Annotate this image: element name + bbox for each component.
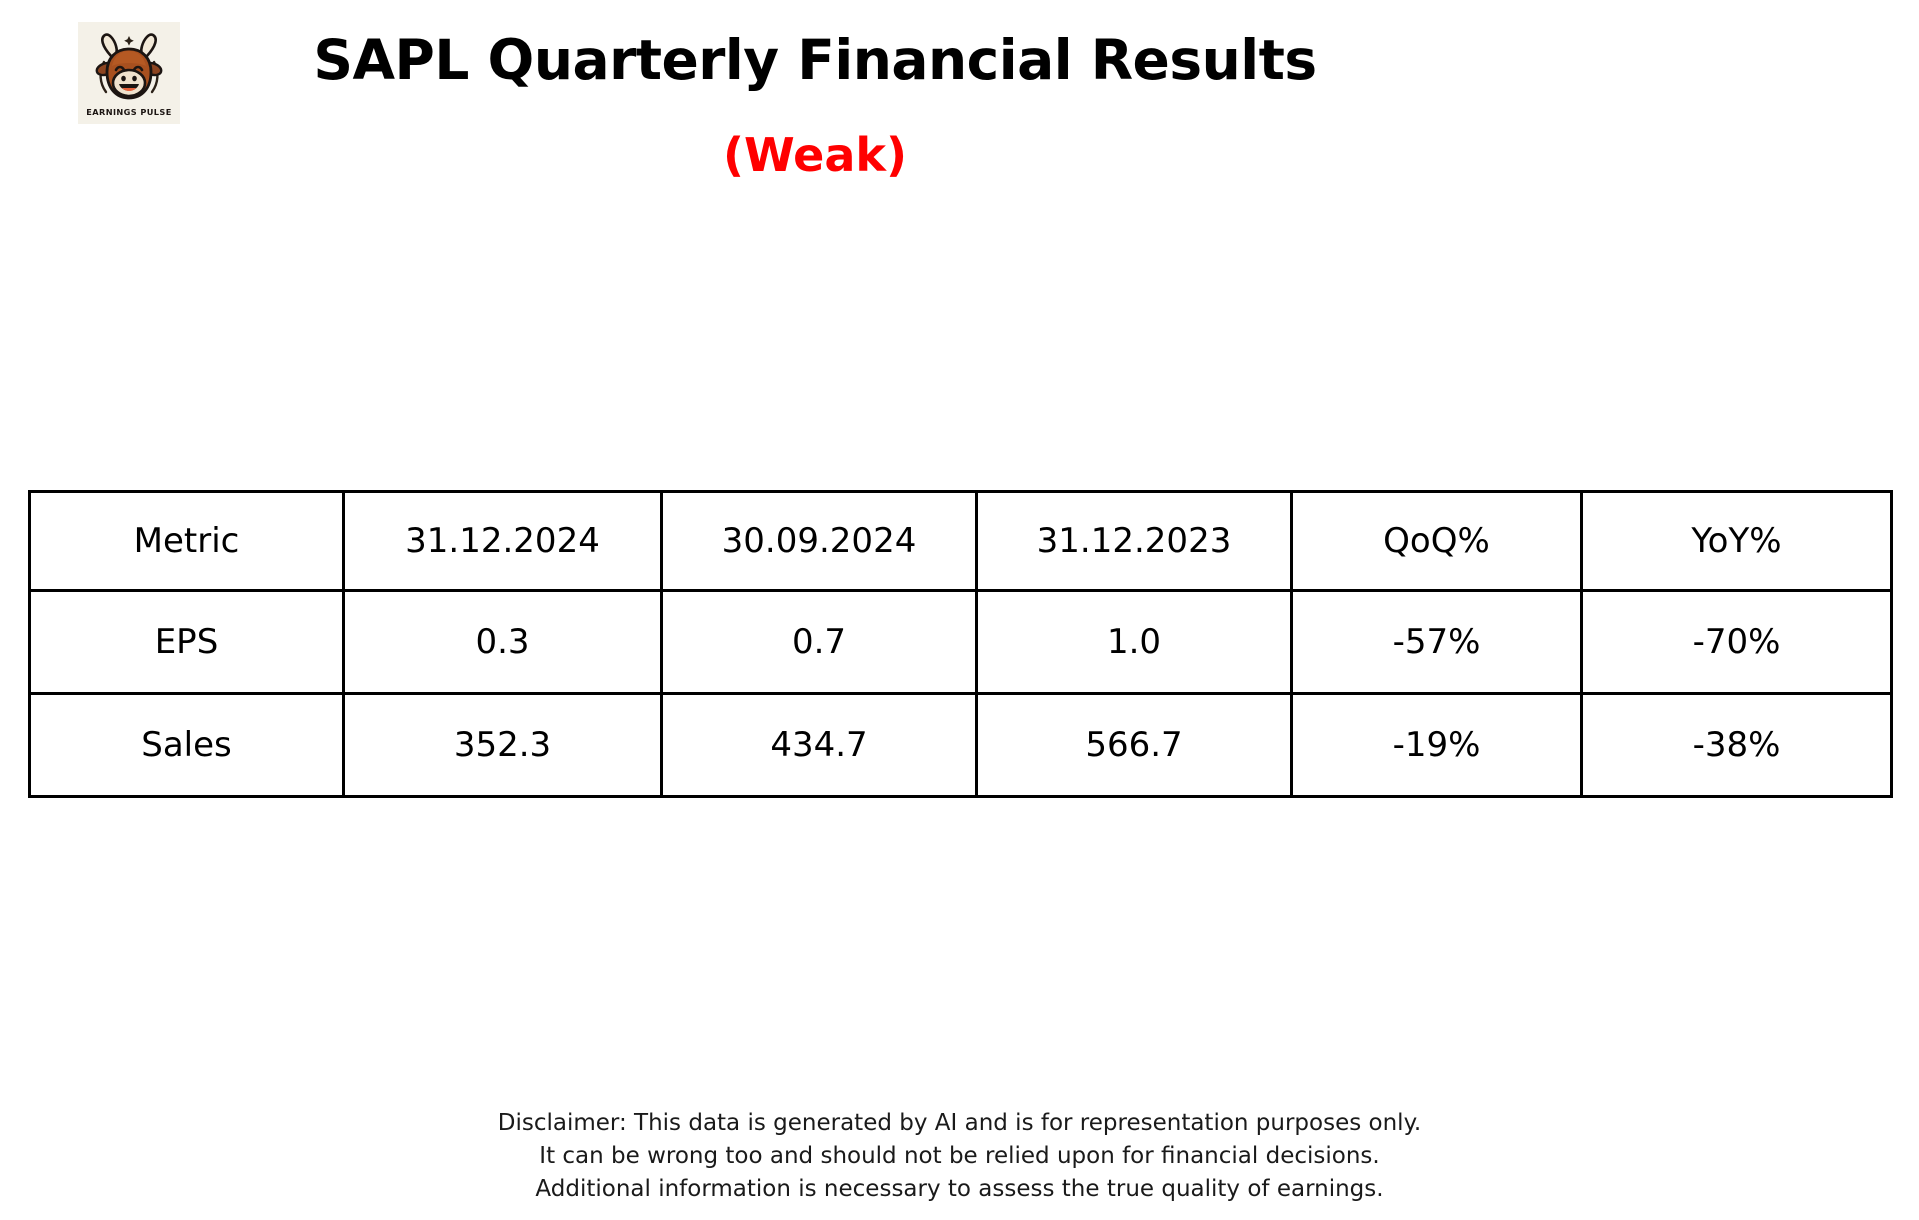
page-title: SAPL Quarterly Financial Results bbox=[313, 28, 1317, 92]
table-row: Sales 352.3 434.7 566.7 -19% -38% bbox=[28, 692, 1893, 798]
col-header-metric: Metric bbox=[28, 490, 345, 592]
disclaimer-line-3: Additional information is necessary to a… bbox=[535, 1176, 1384, 1202]
cell-metric: Sales bbox=[28, 692, 345, 798]
col-header-qoq: QoQ% bbox=[1290, 490, 1583, 592]
col-header-yoy: YoY% bbox=[1580, 490, 1893, 592]
result-sentiment-label: (Weak) bbox=[723, 128, 907, 182]
cell-q-year-ago: 1.0 bbox=[975, 589, 1293, 695]
bull-head-icon: EARNINGS PULSE bbox=[78, 22, 180, 124]
disclaimer-line-1: Disclaimer: This data is generated by AI… bbox=[497, 1110, 1422, 1136]
cell-q-current: 352.3 bbox=[342, 692, 663, 798]
cell-yoy: -70% bbox=[1580, 589, 1893, 695]
col-header-q-current: 31.12.2024 bbox=[342, 490, 663, 592]
cell-metric: EPS bbox=[28, 589, 345, 695]
brand-logo: EARNINGS PULSE bbox=[78, 22, 180, 124]
cell-q-previous: 434.7 bbox=[660, 692, 978, 798]
col-header-q-year-ago: 31.12.2023 bbox=[975, 490, 1293, 592]
quarterly-results-table: Metric 31.12.2024 30.09.2024 31.12.2023 … bbox=[28, 490, 1893, 798]
cell-qoq: -57% bbox=[1290, 589, 1583, 695]
cell-q-year-ago: 566.7 bbox=[975, 692, 1293, 798]
cell-yoy: -38% bbox=[1580, 692, 1893, 798]
cell-qoq: -19% bbox=[1290, 692, 1583, 798]
svg-text:EARNINGS PULSE: EARNINGS PULSE bbox=[86, 107, 171, 117]
col-header-q-previous: 30.09.2024 bbox=[660, 490, 978, 592]
table-row: EPS 0.3 0.7 1.0 -57% -70% bbox=[28, 589, 1893, 695]
disclaimer: Disclaimer: This data is generated by AI… bbox=[0, 1107, 1919, 1206]
cell-q-previous: 0.7 bbox=[660, 589, 978, 695]
table-header-row: Metric 31.12.2024 30.09.2024 31.12.2023 … bbox=[28, 490, 1893, 592]
cell-q-current: 0.3 bbox=[342, 589, 663, 695]
disclaimer-line-2: It can be wrong too and should not be re… bbox=[539, 1143, 1380, 1169]
